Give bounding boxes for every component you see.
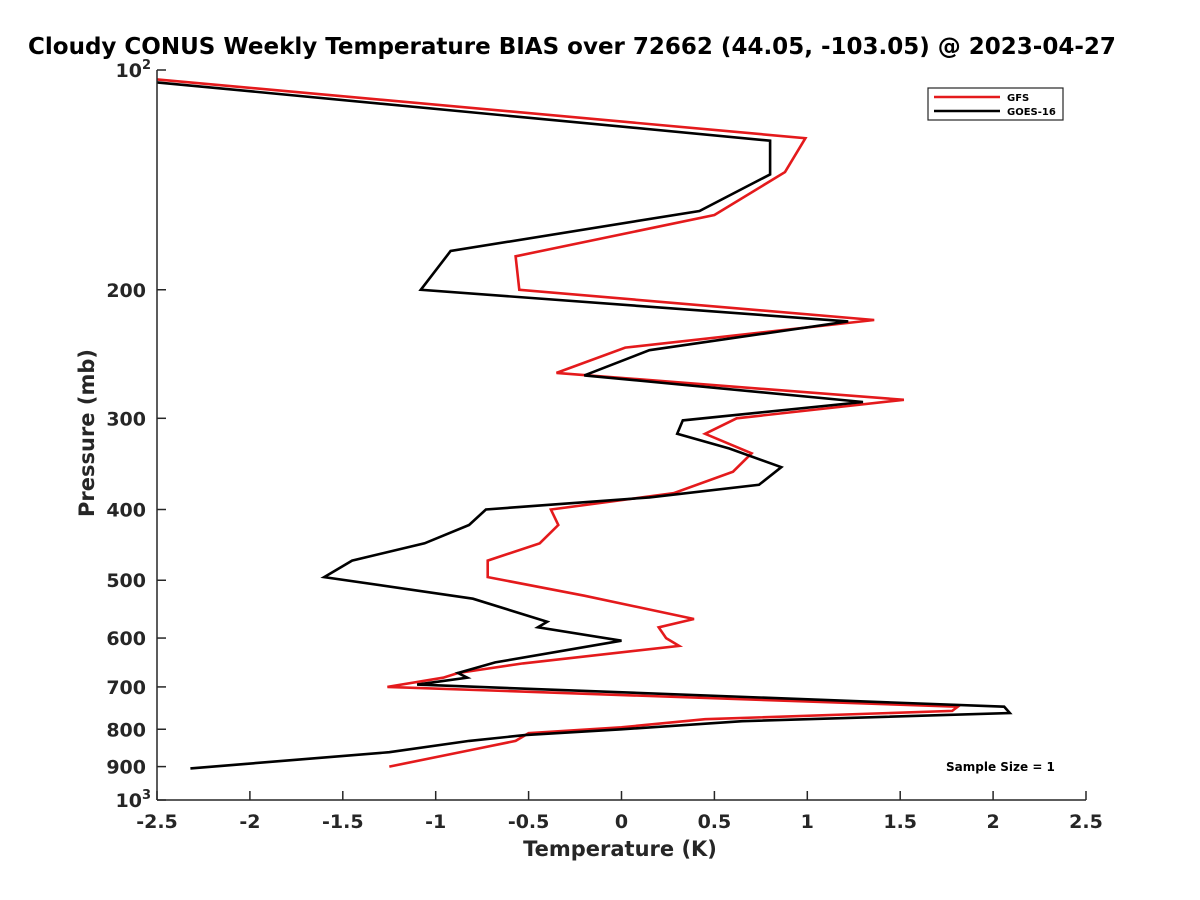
y-tick-label: 700 <box>106 677 146 699</box>
y-tick-label: 200 <box>106 280 146 302</box>
x-tick-label: -1.5 <box>322 811 364 833</box>
chart-title: Cloudy CONUS Weekly Temperature BIAS ove… <box>28 34 1116 60</box>
x-tick-label: -0.5 <box>508 811 550 833</box>
x-tick-label: -2.5 <box>136 811 178 833</box>
legend: GFS GOES-16 <box>927 87 1064 121</box>
x-tick-label: -1 <box>425 811 446 833</box>
x-tick-label: 2.5 <box>1069 811 1103 833</box>
plot-series <box>156 78 1013 770</box>
x-tick-label: 0.5 <box>698 811 732 833</box>
y-tick-label: 400 <box>106 500 146 522</box>
x-axis-ticks: -2.5 -2 -1.5 -1 -0.5 0 0.5 1 1.5 2 2.5 <box>136 791 1103 833</box>
x-tick-label: -2 <box>239 811 260 833</box>
sample-size-annotation: Sample Size = 1 <box>946 760 1055 774</box>
x-axis-label: Temperature (K) <box>523 837 717 861</box>
y-tick-label: 600 <box>106 628 146 650</box>
plot-axes <box>156 70 1086 801</box>
series-line-goes-16 <box>156 81 1013 770</box>
y-tick-label: 102 <box>116 58 152 82</box>
y-tick-label: 800 <box>106 719 146 741</box>
legend-box <box>927 87 1064 121</box>
series-line-gfs <box>156 78 962 768</box>
x-tick-label: 0 <box>615 811 628 833</box>
y-tick-label: 900 <box>106 757 146 779</box>
y-tick-label: 300 <box>106 408 146 430</box>
x-tick-label: 1 <box>801 811 814 833</box>
y-tick-label: 103 <box>116 788 152 812</box>
legend-label-gfs: GFS <box>1007 93 1029 104</box>
legend-label-goes16: GOES-16 <box>1007 107 1056 118</box>
x-tick-label: 2 <box>986 811 999 833</box>
y-axis-ticks: 102 200 300 400 500 600 700 800 900 103 <box>106 58 166 812</box>
x-tick-label: 1.5 <box>883 811 917 833</box>
y-tick-label: 500 <box>106 570 146 592</box>
y-axis-label: Pressure (mb) <box>75 349 99 517</box>
